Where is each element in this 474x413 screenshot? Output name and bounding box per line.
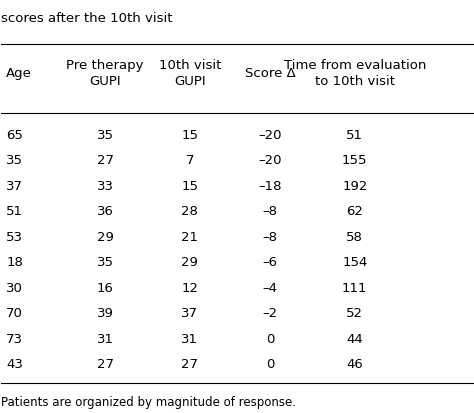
Text: 21: 21 <box>182 230 199 243</box>
Text: 0: 0 <box>266 332 274 345</box>
Text: 58: 58 <box>346 230 363 243</box>
Text: 0: 0 <box>266 357 274 370</box>
Text: Score Δ: Score Δ <box>245 66 295 80</box>
Text: 39: 39 <box>97 306 113 319</box>
Text: 65: 65 <box>6 128 23 142</box>
Text: 31: 31 <box>97 332 114 345</box>
Text: Pre therapy
GUPI: Pre therapy GUPI <box>66 59 144 88</box>
Text: 51: 51 <box>6 205 23 218</box>
Text: 37: 37 <box>6 179 23 192</box>
Text: scores after the 10th visit: scores after the 10th visit <box>1 12 173 25</box>
Text: 155: 155 <box>342 154 367 167</box>
Text: 35: 35 <box>97 128 114 142</box>
Text: 27: 27 <box>97 154 114 167</box>
Text: –6: –6 <box>263 256 277 268</box>
Text: 46: 46 <box>346 357 363 370</box>
Text: 51: 51 <box>346 128 363 142</box>
Text: Age: Age <box>6 66 32 80</box>
Text: –18: –18 <box>258 179 282 192</box>
Text: 53: 53 <box>6 230 23 243</box>
Text: 29: 29 <box>97 230 113 243</box>
Text: 31: 31 <box>182 332 199 345</box>
Text: 28: 28 <box>182 205 198 218</box>
Text: 73: 73 <box>6 332 23 345</box>
Text: 29: 29 <box>182 256 198 268</box>
Text: Patients are organized by magnitude of response.: Patients are organized by magnitude of r… <box>1 395 296 408</box>
Text: 35: 35 <box>6 154 23 167</box>
Text: 18: 18 <box>6 256 23 268</box>
Text: 30: 30 <box>6 281 23 294</box>
Text: 43: 43 <box>6 357 23 370</box>
Text: 10th visit
GUPI: 10th visit GUPI <box>159 59 221 88</box>
Text: 16: 16 <box>97 281 113 294</box>
Text: 33: 33 <box>97 179 114 192</box>
Text: 37: 37 <box>182 306 199 319</box>
Text: 15: 15 <box>182 179 199 192</box>
Text: 35: 35 <box>97 256 114 268</box>
Text: 36: 36 <box>97 205 113 218</box>
Text: Time from evaluation
to 10th visit: Time from evaluation to 10th visit <box>283 59 426 88</box>
Text: 15: 15 <box>182 128 199 142</box>
Text: 154: 154 <box>342 256 367 268</box>
Text: 27: 27 <box>97 357 114 370</box>
Text: –20: –20 <box>258 154 282 167</box>
Text: 62: 62 <box>346 205 363 218</box>
Text: 12: 12 <box>182 281 199 294</box>
Text: 70: 70 <box>6 306 23 319</box>
Text: 27: 27 <box>182 357 199 370</box>
Text: –2: –2 <box>263 306 278 319</box>
Text: 192: 192 <box>342 179 367 192</box>
Text: 52: 52 <box>346 306 363 319</box>
Text: –8: –8 <box>263 230 277 243</box>
Text: 44: 44 <box>346 332 363 345</box>
Text: 111: 111 <box>342 281 367 294</box>
Text: –4: –4 <box>263 281 277 294</box>
Text: –20: –20 <box>258 128 282 142</box>
Text: –8: –8 <box>263 205 277 218</box>
Text: 7: 7 <box>186 154 194 167</box>
